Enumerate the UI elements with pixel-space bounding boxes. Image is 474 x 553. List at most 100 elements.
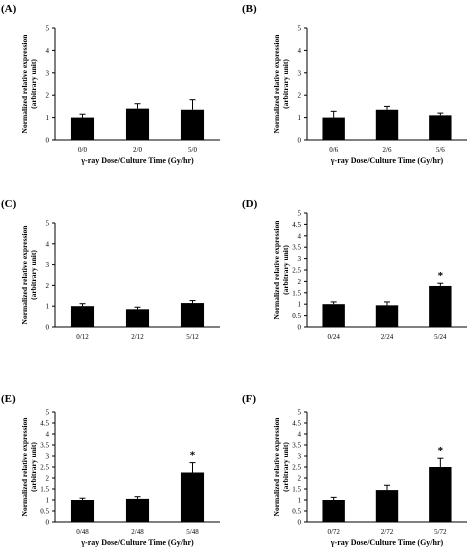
y-axis-label: Normalized relative expression (20, 417, 29, 517)
y-tick-label: 1 (46, 303, 50, 311)
x-tick-label: 0/6 (329, 146, 338, 154)
bar (429, 115, 452, 140)
y-tick-label: 5 (298, 409, 302, 417)
y-tick-label: 1 (46, 497, 50, 505)
panel-label: (C) (1, 198, 17, 210)
y-axis-label: Normalized relative expression (272, 417, 281, 517)
y-tick-label: 5 (298, 25, 302, 33)
y-tick-label: 4.5 (40, 420, 49, 428)
y-tick-label: 0.5 (292, 312, 301, 320)
bar (322, 304, 345, 327)
x-tick-label: 5/24 (434, 333, 447, 341)
bar (375, 490, 399, 522)
y-tick-label: 3 (46, 453, 50, 461)
x-tick-label: 2/12 (131, 333, 144, 341)
x-tick-label: 5/12 (186, 333, 199, 341)
y-tick-label: 1 (298, 114, 302, 122)
y-tick-label: 0 (298, 324, 302, 332)
y-tick-label: 4.5 (292, 221, 301, 229)
y-tick-label: 0 (298, 519, 302, 527)
y-tick-label: 0 (46, 519, 50, 527)
y-tick-label: 3 (298, 453, 302, 461)
y-tick-label: 3 (46, 261, 50, 269)
y-tick-label: 0 (46, 324, 50, 332)
x-tick-label: 0/24 (327, 333, 340, 341)
bar (125, 498, 150, 522)
x-axis-label: γ-ray Dose/Culture Time (Gy/hr) (330, 538, 444, 547)
y-axis-label: (arbitrary unit) (281, 59, 290, 109)
bar (180, 109, 205, 140)
bar (125, 108, 150, 140)
y-tick-label: 0.5 (292, 508, 301, 516)
y-tick-label: 2 (298, 278, 302, 286)
x-axis-label: γ-ray Dose/Culture Time (Gy/hr) (330, 156, 444, 165)
chart-panel-d: (D) 0 0.5 1 1.5 2 2.5 3 3.5 4 4.5 5 Normalized relat… (242, 198, 467, 341)
x-axis-label: γ-ray Dose/Culture Time (Gy/hr) (80, 538, 194, 547)
y-axis-label: (arbitrary unit) (29, 250, 38, 300)
y-tick-label: 4 (46, 47, 50, 55)
x-tick-label: 2/24 (381, 333, 394, 341)
x-tick-label: 2/0 (133, 146, 142, 154)
significance-marker: * (438, 445, 444, 457)
bar (180, 303, 205, 327)
bar (375, 305, 399, 327)
y-tick-label: 4 (298, 431, 302, 439)
y-tick-label: 1.5 (292, 486, 301, 494)
y-tick-label: 1 (298, 301, 302, 309)
bar (429, 467, 452, 522)
y-tick-label: 2 (46, 282, 50, 290)
y-tick-label: 3 (46, 69, 50, 77)
y-tick-label: 4.5 (292, 420, 301, 428)
y-tick-label: 3 (298, 69, 302, 77)
y-tick-label: 2 (46, 475, 50, 483)
x-tick-label: 2/48 (131, 528, 144, 536)
y-tick-label: 4 (298, 232, 302, 240)
panel-label: (D) (242, 198, 258, 210)
y-tick-label: 5 (46, 409, 50, 417)
y-axis-label: Normalized relative expression (272, 220, 281, 320)
chart-panel-c: (C) 0 1 2 3 4 5 Normalized relative expression(… (1, 198, 220, 341)
y-axis-label: Normalized relative expression (20, 225, 29, 325)
y-axis-label: Normalized relative expression (20, 34, 29, 134)
y-tick-label: 4 (46, 240, 50, 248)
bar (125, 309, 150, 327)
x-tick-label: 0/72 (327, 528, 340, 536)
y-tick-label: 1.5 (292, 289, 301, 297)
x-tick-label: 5/72 (434, 528, 447, 536)
y-axis-label: (arbitrary unit) (281, 442, 290, 492)
y-tick-label: 0.5 (40, 508, 49, 516)
x-tick-label: 2/6 (383, 146, 392, 154)
y-tick-label: 1 (298, 497, 302, 505)
y-tick-label: 4 (298, 47, 302, 55)
chart-panel-f: (F) 0 0.5 1 1.5 2 2.5 3 3.5 4 4.5 5 Normalized relat… (242, 393, 467, 547)
y-tick-label: 5 (46, 25, 50, 33)
y-tick-label: 2.5 (40, 464, 49, 472)
bar (70, 306, 95, 327)
x-tick-label: 2/72 (381, 528, 394, 536)
x-tick-label: 0/48 (76, 528, 89, 536)
bar (322, 500, 345, 522)
y-tick-label: 0 (46, 137, 50, 145)
bar (429, 285, 452, 327)
y-axis-label: (arbitrary unit) (29, 59, 38, 109)
y-axis-label: (arbitrary unit) (29, 442, 38, 492)
chart-panel-e: (E) 0 0.5 1 1.5 2 2.5 3 3.5 4 4.5 5 Normalized relat… (1, 393, 220, 547)
y-tick-label: 2 (298, 92, 302, 100)
y-tick-label: 4 (46, 431, 50, 439)
y-tick-label: 1 (46, 114, 50, 122)
y-tick-label: 0 (298, 137, 302, 145)
panel-label: (F) (242, 393, 256, 405)
y-axis-label: (arbitrary unit) (281, 245, 290, 295)
x-tick-label: 5/48 (186, 528, 199, 536)
x-axis-label: γ-ray Dose/Culture Time (Gy/hr) (80, 156, 194, 165)
y-tick-label: 1.5 (40, 486, 49, 494)
panel-label: (B) (242, 3, 257, 15)
y-tick-label: 3.5 (40, 442, 49, 450)
y-tick-label: 3 (298, 255, 302, 263)
panel-label: (A) (1, 3, 17, 15)
chart-panel-b: (B) 0 1 2 3 4 5 Normalized relative expression(… (242, 3, 467, 165)
x-tick-label: 5/0 (188, 146, 197, 154)
x-tick-label: 0/0 (78, 146, 87, 154)
bar (322, 117, 345, 140)
